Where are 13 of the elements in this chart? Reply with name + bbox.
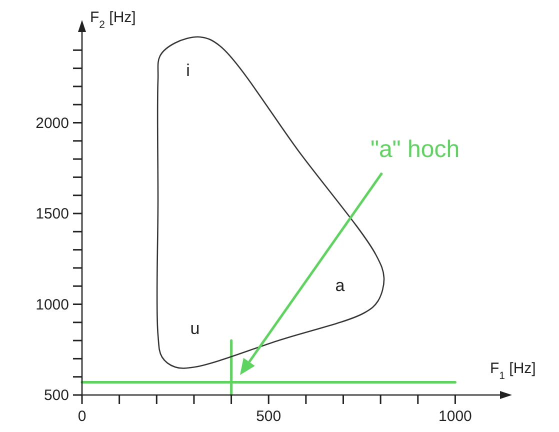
- x-tick-label: 0: [78, 408, 86, 425]
- annotation: u: [190, 319, 200, 338]
- annotation: i: [186, 61, 190, 80]
- annotation: "a" hoch: [370, 136, 460, 163]
- y-tick-label: 1500: [36, 206, 69, 222]
- x-tick-label: 1000: [438, 408, 472, 425]
- x-axis-title: F$_{1}$ [Hz]: [490, 360, 536, 382]
- annotation: a: [335, 276, 346, 295]
- y-axis-title: F$_{2}$ [Hz]: [90, 9, 136, 31]
- x-tick-label: 500: [256, 408, 282, 425]
- y-tick-label: 500: [44, 387, 69, 404]
- y-tick-label: 1000: [36, 296, 69, 314]
- y-tick-label: 2000: [36, 114, 69, 132]
